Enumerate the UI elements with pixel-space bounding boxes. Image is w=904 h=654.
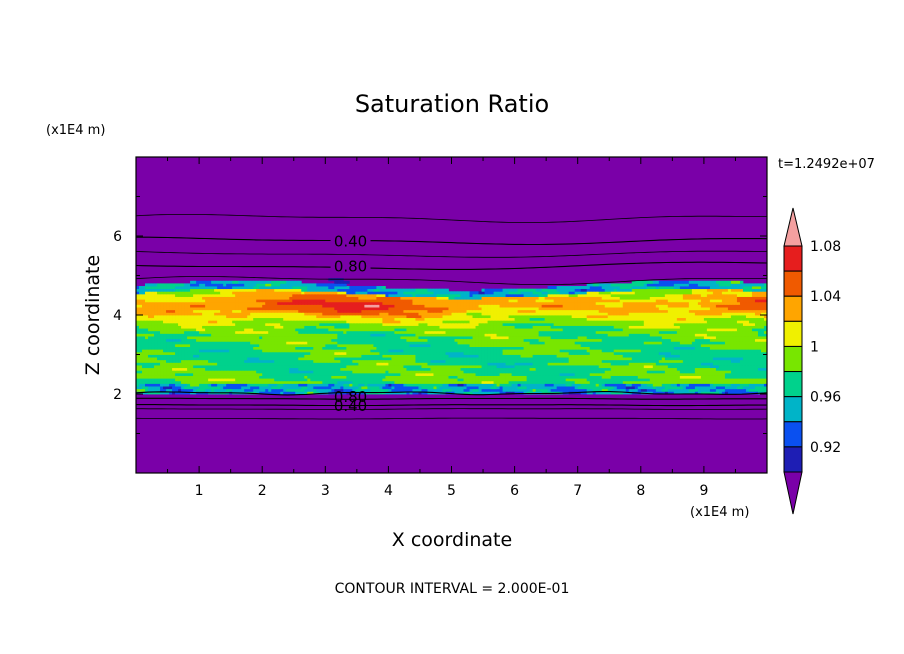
x-tick-label: 7 [573,483,582,499]
x-tick-label: 4 [384,483,393,499]
contour-line-upper [136,214,767,223]
x-tick-label: 9 [699,483,708,499]
contour-lines: 0.400.800.800.40 [136,214,767,420]
contour-line-lower [136,417,767,420]
colorbar-label: 0.92 [810,440,841,456]
colorbar-bin [783,345,803,373]
colorbar-bin [783,446,803,473]
x-tick-label: 2 [258,483,267,499]
colorbar-extend-low [783,471,803,515]
colorbar-label: 1 [810,339,819,355]
y-axis: 2 4 6 [113,196,767,434]
colorbar-bin [783,371,803,398]
saturation-field [136,278,767,395]
y-tick-label: 6 [113,229,122,245]
contour-line-lower [136,397,767,400]
x-tick-label: 6 [510,483,519,499]
x-tick-label: 5 [447,483,456,499]
colorbar-bin [783,320,803,347]
colorbar-extend-high [783,207,803,247]
x-axis-label: X coordinate [392,529,512,551]
x-tick-label: 1 [195,483,204,499]
colorbar-label: 0.96 [810,390,841,406]
x-tick-label: 8 [636,483,645,499]
y-unit-label: (x1E4 m) [46,123,105,138]
contour-line-upper [136,261,767,270]
contour-label-bg [330,258,371,273]
colorbar-bin [783,245,803,272]
colorbar-bin [783,295,803,322]
y-tick-label: 2 [113,387,122,403]
colorbar-label: 1.08 [810,239,841,255]
colorbar-label: 1.04 [810,289,841,305]
contour-label: 0.40 [334,397,367,415]
y-axis-label: Z coordinate [82,255,104,375]
x-unit-label: (x1E4 m) [690,505,749,520]
contour-line-upper [136,250,767,258]
contour-label: 0.80 [334,258,367,276]
contour-line-lower [136,391,767,396]
contour-interval-footer: CONTOUR INTERVAL = 2.000E-01 [335,581,570,597]
x-axis: 1 2 3 4 5 6 7 8 9 [167,157,736,499]
contour-line-upper [136,276,767,285]
contour-label: 0.80 [334,388,367,406]
contour-label-bg [330,233,371,248]
colorbar-bin [783,270,803,297]
colorbar-bin [783,396,803,423]
colorbar-bin [783,421,803,448]
chart-title: Saturation Ratio [355,90,549,118]
x-tick-label: 3 [321,483,330,499]
contour-line-lower [136,408,767,410]
contour-line-lower [136,404,767,407]
y-tick-label: 4 [113,308,122,324]
plot-area: 0.400.800.800.40 [136,157,767,473]
colorbar: 0.92 0.96 1 1.04 1.08 [783,207,841,515]
time-label: t=1.2492e+07 [778,157,875,172]
contour-label: 0.40 [334,233,367,251]
contour-line-upper [136,236,767,246]
